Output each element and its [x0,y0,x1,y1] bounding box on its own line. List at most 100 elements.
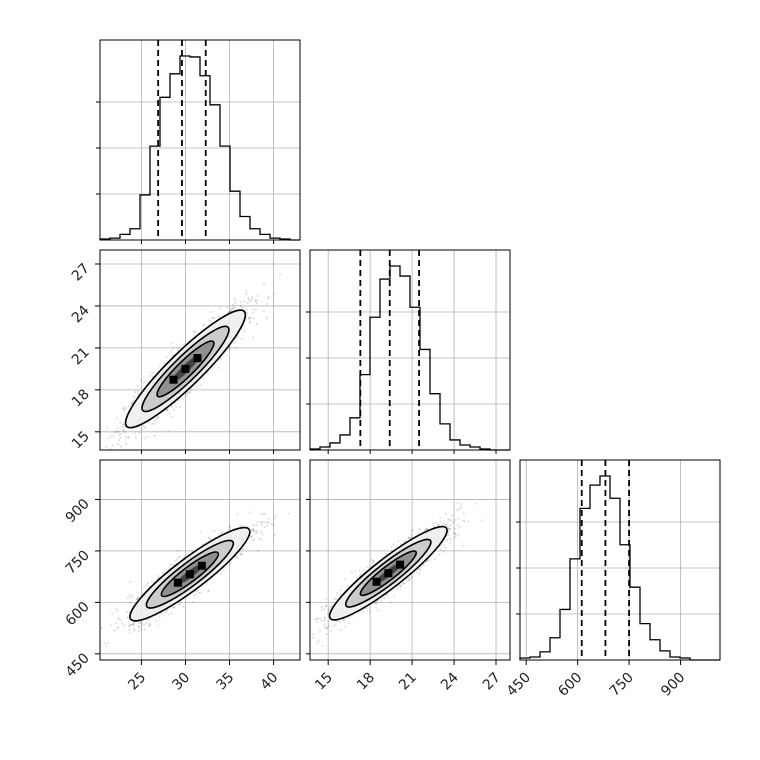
sample-point [178,405,181,408]
histogram-panel-2 [516,459,721,661]
sample-point [333,597,336,600]
sample-point [143,425,146,428]
sample-point [137,426,140,429]
sample-point [410,576,413,579]
sample-point [137,597,140,600]
histogram-step-line [99,55,300,241]
sample-point [154,620,158,623]
density-core [197,561,206,570]
sample-point [233,297,236,300]
sample-point [120,622,124,625]
sample-point [446,534,449,537]
sample-point [462,544,465,548]
sample-point [266,520,269,524]
sample-point [202,324,205,327]
sample-point [249,300,252,303]
sample-point [133,629,136,632]
sample-point [117,443,120,446]
sample-point [245,308,248,311]
sample-point [116,626,119,629]
sample-point [218,307,221,310]
sample-point [151,422,154,425]
sample-point [199,384,202,387]
sample-point [127,405,130,408]
sample-point [432,524,435,527]
sample-point [138,625,141,629]
sample-point [139,621,142,624]
sample-point [207,589,210,592]
sample-point [175,558,178,561]
y-tick-label: 15 [69,428,93,452]
sample-point [248,321,251,324]
sample-point [202,377,205,380]
sample-point [360,573,363,576]
sample-point [427,559,430,562]
sample-point [124,435,127,438]
sample-point [449,519,452,522]
sample-point [115,607,118,610]
sample-point [135,598,138,601]
sample-point [136,598,139,601]
sample-point [199,530,202,533]
sample-point [124,407,127,410]
sample-point [210,311,213,314]
sample-point [453,527,456,530]
sample-point [207,536,211,539]
sample-point [191,600,194,604]
sample-point [408,577,411,580]
sample-point [137,596,140,599]
sample-point [236,335,239,338]
sample-point [229,562,232,565]
sample-point [442,550,445,553]
sample-point [456,502,459,505]
sample-point [228,348,231,352]
sample-point [147,622,151,625]
x-tick-label: 450 [504,670,534,700]
sample-point [370,558,373,561]
x-tick-label: 35 [213,670,237,694]
sample-point [408,536,411,539]
sample-point [375,606,378,609]
sample-point [399,585,402,588]
sample-point [287,512,290,515]
sample-point [133,396,136,399]
sample-point [453,532,456,535]
sample-point [153,434,156,437]
density-core [169,375,178,384]
sample-point [212,316,215,320]
sample-point [130,402,133,405]
y-tick-label: 27 [69,261,93,285]
sample-point [265,317,269,320]
panel-frame [99,249,301,451]
sample-point [247,298,250,301]
sample-point [251,528,254,531]
y-tick-label: 600 [63,599,93,629]
sample-point [248,317,251,320]
sample-point [129,601,132,605]
sample-point [162,571,165,574]
sample-point [144,584,148,587]
sample-point [247,317,251,320]
sample-point [439,521,442,524]
sample-point [250,298,253,301]
sample-point [236,557,239,560]
sample-point [232,303,235,307]
sample-point [396,540,400,543]
sample-point [115,417,118,420]
sample-point [164,611,167,614]
sample-point [213,529,216,532]
sample-point [172,353,175,356]
sample-point [125,610,128,614]
sample-point [457,517,460,520]
sample-point [315,617,318,621]
sample-point [132,627,136,631]
sample-point [274,515,277,518]
sample-point [322,608,325,611]
sample-point [234,302,237,305]
sample-point [355,576,358,579]
sample-point [111,444,114,447]
sample-point [263,521,266,524]
sample-point [137,630,141,633]
sample-point [167,429,170,432]
sample-point [358,569,361,572]
